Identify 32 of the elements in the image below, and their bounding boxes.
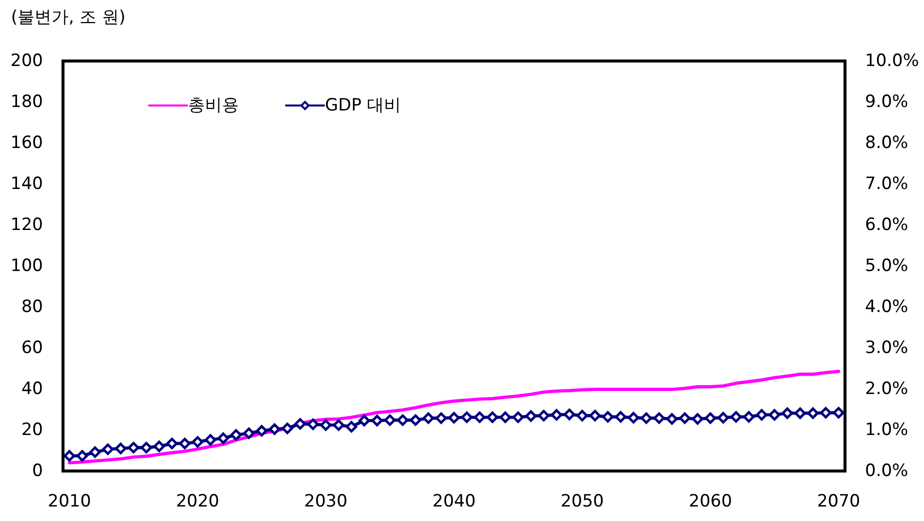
y2-tick-label: 6.0% [865, 215, 908, 235]
y2-tick-label: 1.0% [865, 420, 908, 440]
y-tick-label: 200 [10, 51, 43, 71]
y-tick-label: 80 [21, 297, 43, 317]
y-tick-label: 60 [21, 338, 43, 358]
x-tick-label: 2050 [560, 492, 604, 512]
y-tick-label: 160 [10, 133, 43, 153]
y2-tick-label: 0.0% [865, 461, 908, 481]
y-tick-label: 140 [10, 174, 43, 194]
y-tick-label: 100 [10, 256, 43, 276]
y-tick-label: 40 [21, 379, 43, 399]
y2-tick-label: 4.0% [865, 297, 908, 317]
y2-tick-label: 8.0% [865, 133, 908, 153]
y-axis-title: (불변가, 조 원) [11, 8, 126, 28]
y2-tick-label: 3.0% [865, 338, 908, 358]
x-tick-label: 2040 [432, 492, 476, 512]
x-tick-label: 2010 [48, 492, 92, 512]
y-tick-label: 180 [10, 92, 43, 112]
x-tick-label: 2030 [304, 492, 348, 512]
y-tick-label: 120 [10, 215, 43, 235]
x-tick-label: 2070 [816, 492, 860, 512]
y-tick-label: 0 [32, 461, 43, 481]
y2-tick-label: 9.0% [865, 92, 908, 112]
y2-tick-label: 5.0% [865, 256, 908, 276]
x-tick-label: 2060 [688, 492, 732, 512]
y-tick-label: 20 [21, 420, 43, 440]
y2-tick-label: 10.0% [865, 51, 920, 71]
y2-tick-label: 2.0% [865, 379, 908, 399]
y2-tick-label: 7.0% [865, 174, 908, 194]
x-tick-label: 2020 [176, 492, 220, 512]
legend-label: 총비용 [188, 96, 239, 116]
legend-label: GDP 대비 [325, 96, 401, 116]
